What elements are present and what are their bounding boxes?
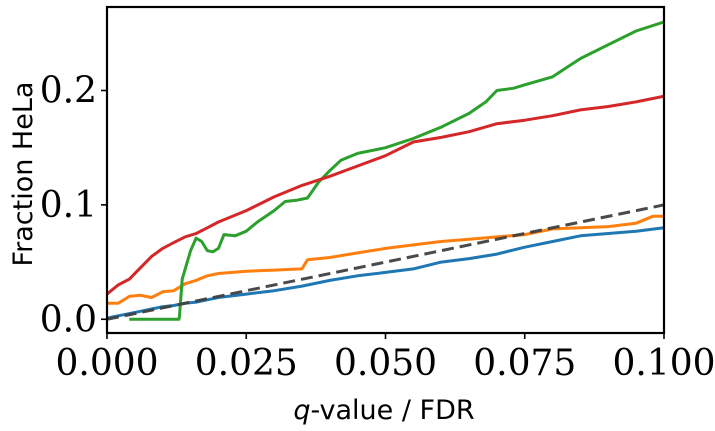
reference-line-dashed xyxy=(107,203,664,321)
series-line-blue xyxy=(107,226,664,320)
y-axis-ticks: 0.0 0.1 0.2 xyxy=(40,71,107,340)
series-line-green xyxy=(129,20,664,321)
plot-lines xyxy=(107,20,664,321)
x-axis-label-rest: -value / FDR xyxy=(311,395,475,426)
x-tick-label: 0.025 xyxy=(195,343,298,384)
x-axis-label-italic: q xyxy=(293,395,310,426)
x-tick-label: 0.000 xyxy=(55,343,158,384)
x-tick-label: 0.050 xyxy=(334,343,437,384)
y-axis-label: Fraction HeLa xyxy=(8,82,39,267)
x-axis-label: q-value / FDR xyxy=(293,395,474,426)
x-tick-label: 0.075 xyxy=(473,343,576,384)
y-tick-label: 0.2 xyxy=(40,71,97,112)
x-axis-ticks: 0.000 0.025 0.050 0.075 0.100 xyxy=(55,333,715,384)
series-line-red xyxy=(107,94,664,296)
x-tick-label: 0.100 xyxy=(612,343,715,384)
y-tick-label: 0.1 xyxy=(40,185,97,226)
plot-frame xyxy=(105,5,666,335)
y-tick-label: 0.0 xyxy=(40,299,97,340)
series-line-orange xyxy=(107,214,664,305)
